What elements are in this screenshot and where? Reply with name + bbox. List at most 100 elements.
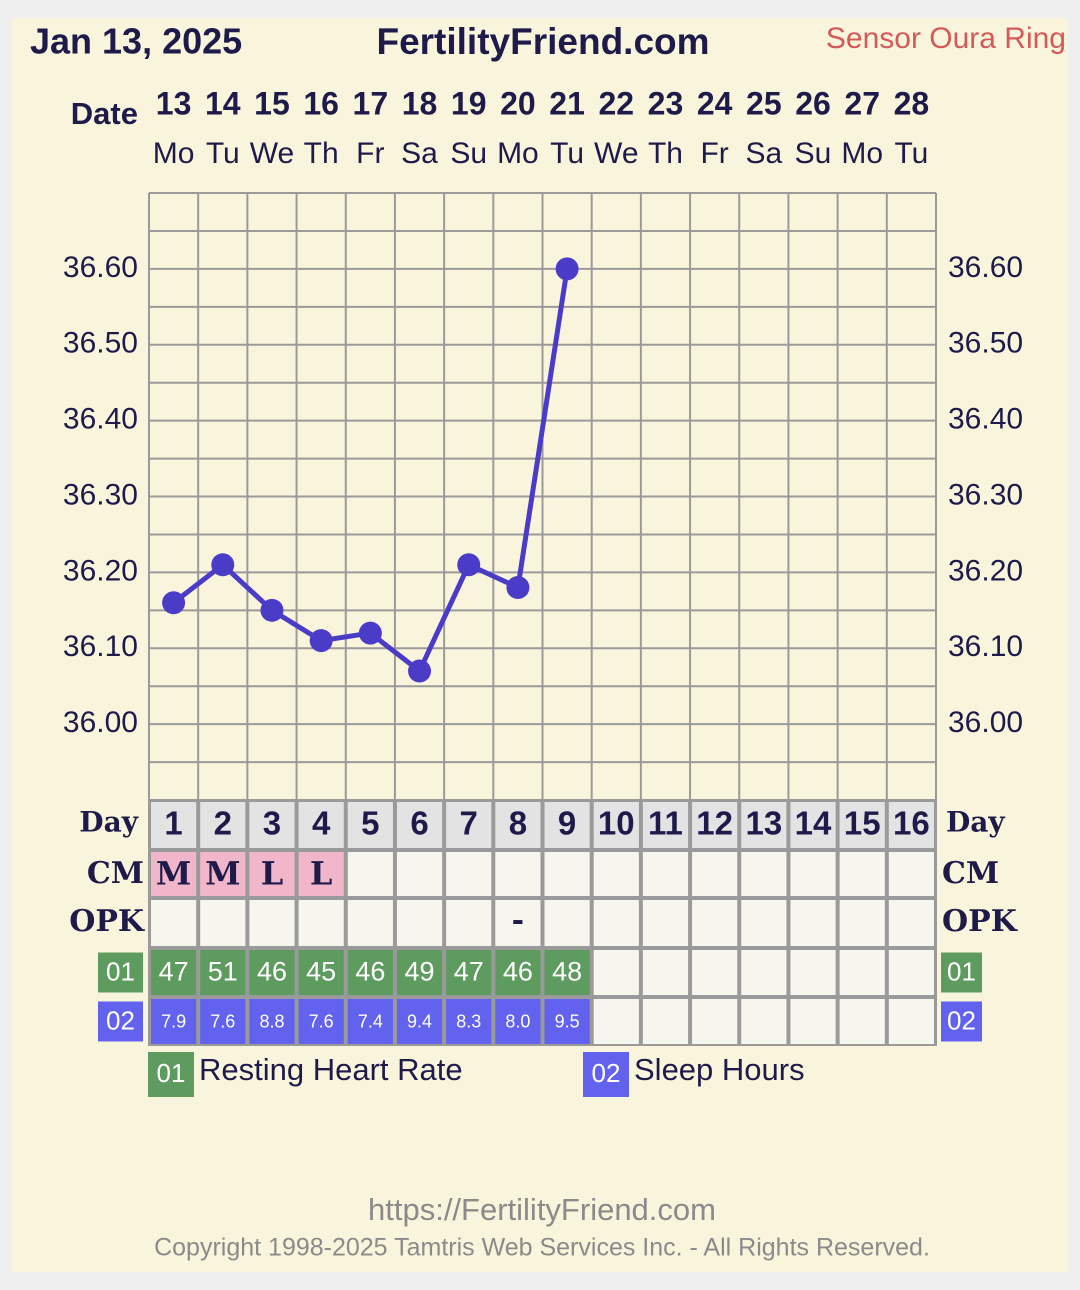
temperature-point bbox=[506, 576, 530, 600]
metric-cell bbox=[444, 997, 494, 1046]
code-box bbox=[941, 952, 982, 993]
cm-cell bbox=[394, 850, 445, 898]
day-cell bbox=[493, 800, 543, 850]
metric-value: 48 bbox=[552, 957, 582, 987]
day-cell bbox=[591, 800, 641, 850]
metric-cell bbox=[640, 997, 691, 1046]
date: 17 bbox=[353, 85, 389, 121]
temperature-point bbox=[260, 598, 284, 622]
weekday: Fr bbox=[356, 137, 384, 170]
opk-label: OPK bbox=[942, 904, 1018, 939]
day-number: 5 bbox=[361, 805, 379, 842]
date: 25 bbox=[746, 85, 782, 121]
metric-cell bbox=[247, 948, 297, 997]
y-tick-label: 36.50 bbox=[948, 327, 1023, 360]
metric-value: 8.8 bbox=[259, 1011, 284, 1031]
day-number: 1 bbox=[164, 805, 182, 842]
metric-cell bbox=[149, 948, 199, 997]
opk-cell bbox=[198, 898, 248, 948]
opk-cell bbox=[640, 898, 691, 948]
date: 19 bbox=[451, 85, 487, 121]
weekday: Tu bbox=[206, 137, 240, 170]
y-tick-label: 36.30 bbox=[63, 478, 138, 511]
code-box bbox=[941, 1001, 982, 1042]
metric-value: 46 bbox=[355, 957, 385, 987]
date: 23 bbox=[648, 85, 684, 121]
weekday: Su bbox=[450, 137, 487, 170]
day-number: 2 bbox=[214, 805, 232, 842]
day-number: 10 bbox=[598, 805, 635, 842]
sensor: Sensor Oura Ring bbox=[826, 22, 1066, 55]
date: 14 bbox=[205, 85, 241, 121]
metric-cell bbox=[591, 948, 641, 997]
day-cell bbox=[542, 800, 592, 850]
metric-cell bbox=[788, 948, 838, 997]
opk-cell bbox=[394, 898, 445, 948]
temperature-point bbox=[162, 591, 186, 615]
y-tick-label: 36.00 bbox=[948, 706, 1023, 739]
temperature-point bbox=[309, 629, 333, 653]
opk-cell bbox=[296, 898, 346, 948]
date-label: Date bbox=[71, 96, 138, 131]
cm-cell bbox=[837, 850, 887, 898]
date: 20 bbox=[500, 85, 536, 121]
opk-cell bbox=[444, 898, 494, 948]
metric-value: 9.5 bbox=[555, 1011, 580, 1031]
day-cell bbox=[886, 800, 936, 850]
opk-value: - bbox=[512, 903, 524, 938]
metric-cell bbox=[247, 997, 297, 1046]
opk-cell bbox=[837, 898, 887, 948]
y-tick-label: 36.50 bbox=[63, 327, 138, 360]
y-tick-label: 36.20 bbox=[63, 554, 138, 587]
day-number: 8 bbox=[509, 805, 527, 842]
metric-value: 46 bbox=[503, 957, 533, 987]
temperature-point bbox=[211, 553, 235, 577]
opk-cell bbox=[493, 898, 543, 948]
y-tick-label: 36.20 bbox=[948, 554, 1023, 587]
weekday: Mo bbox=[497, 137, 539, 170]
y-tick-label: 36.00 bbox=[63, 706, 138, 739]
metric-value: 8.3 bbox=[456, 1011, 481, 1031]
metric-cell bbox=[296, 997, 346, 1046]
legend-code: 01 bbox=[157, 1058, 186, 1088]
opk-cell bbox=[739, 898, 789, 948]
cm-cell bbox=[149, 850, 199, 898]
opk-cell bbox=[149, 898, 199, 948]
metric-cell bbox=[296, 948, 346, 997]
date: 18 bbox=[402, 85, 438, 121]
cm-cell bbox=[640, 850, 691, 898]
chart-title: FertilityFriend.com bbox=[376, 21, 709, 62]
day-cell bbox=[788, 800, 838, 850]
day-number: 13 bbox=[745, 805, 782, 842]
date: 26 bbox=[795, 85, 831, 121]
cm-label: CM bbox=[87, 856, 144, 891]
code: 02 bbox=[106, 1005, 135, 1035]
metric-cell bbox=[394, 948, 445, 997]
metric-value: 8.0 bbox=[505, 1011, 530, 1031]
weekday: Mo bbox=[841, 137, 883, 170]
opk-label: OPK bbox=[69, 904, 145, 939]
weekday: Fr bbox=[700, 137, 728, 170]
metric-value: 7.4 bbox=[358, 1011, 383, 1031]
metric-value: 9.4 bbox=[407, 1011, 432, 1031]
metric-cell bbox=[542, 997, 592, 1046]
cm-value: L bbox=[310, 855, 333, 893]
cm-cell bbox=[886, 850, 936, 898]
metric-value: 7.9 bbox=[161, 1011, 186, 1031]
day-number: 4 bbox=[312, 805, 331, 842]
day-number: 12 bbox=[696, 805, 733, 842]
opk-cell bbox=[788, 898, 838, 948]
metric-value: 47 bbox=[159, 957, 189, 987]
metric-cell bbox=[345, 997, 395, 1046]
metric-cell bbox=[591, 997, 641, 1046]
cm-cell bbox=[690, 850, 740, 898]
weekday: We bbox=[250, 137, 294, 170]
day-number: 6 bbox=[410, 805, 428, 842]
metric-cell bbox=[739, 948, 789, 997]
day-number: 11 bbox=[648, 805, 683, 842]
footer-copyright: Copyright 1998-2025 Tamtris Web Services… bbox=[154, 1234, 930, 1262]
date: 24 bbox=[697, 85, 733, 121]
y-tick-label: 36.10 bbox=[63, 630, 138, 663]
day-cell bbox=[296, 800, 346, 850]
